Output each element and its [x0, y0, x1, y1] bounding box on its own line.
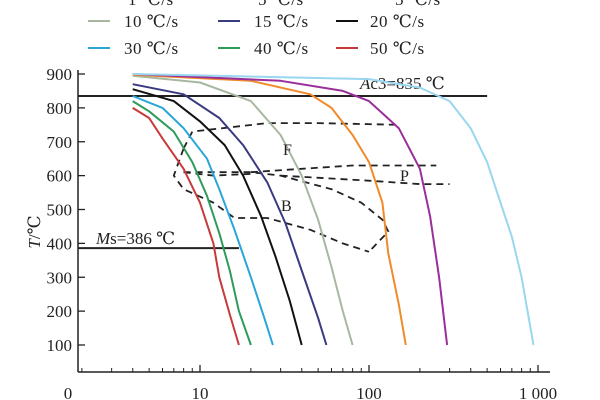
y-tick-label: 600 — [47, 167, 73, 186]
y-tick-label: 800 — [47, 99, 73, 118]
cooling-curve — [132, 107, 240, 346]
y-tick-label: 100 — [47, 336, 73, 355]
x-tick-label: 1 000 — [519, 384, 557, 400]
y-tick-label: 700 — [47, 133, 73, 152]
y-tick-label: 200 — [47, 302, 73, 321]
phase-boundaries — [172, 122, 450, 253]
y-tick-label: 400 — [47, 234, 73, 253]
cooling-curve — [132, 100, 252, 346]
legend-label-15: 15 ℃/s — [254, 12, 309, 31]
cooling-curve — [132, 95, 274, 346]
legend-top-1: 1 ℃/s — [128, 0, 174, 9]
phase-boundary — [172, 148, 370, 253]
phase-boundary — [280, 174, 450, 185]
legend-top-3: 5 ℃/s — [395, 0, 441, 9]
phase-boundary — [250, 164, 437, 174]
legend-label-30: 30 ℃/s — [124, 39, 179, 58]
cooling-curves — [132, 73, 535, 346]
y-axis-label: T/℃ — [25, 215, 44, 248]
legend-label-50: 50 ℃/s — [370, 39, 425, 58]
x-ticks: 0 10 100 1 000 — [64, 365, 557, 400]
zone-label-p: P — [400, 168, 409, 185]
legend-label-40: 40 ℃/s — [254, 39, 309, 58]
cooling-curve — [132, 74, 354, 346]
ac3-label: Ac3=835 ℃ — [359, 74, 445, 93]
cooling-curve — [132, 73, 535, 346]
x-tick-label: 100 — [356, 384, 382, 400]
legend: 10 ℃/s 15 ℃/s 20 ℃/s 30 ℃/s 40 ℃/s 50 ℃/… — [88, 12, 425, 58]
legend-top-partial: 1 ℃/s 5 ℃/s 5 ℃/s — [128, 0, 441, 9]
zone-label-b: B — [281, 198, 292, 215]
y-tick-label: 900 — [47, 65, 73, 84]
legend-label-10: 10 ℃/s — [124, 12, 179, 31]
cooling-curve — [132, 83, 328, 346]
cooling-curve — [132, 73, 449, 346]
axes: 900 800 700 600 500 400 300 200 100 0 10 100 1 000 — [47, 65, 558, 400]
x-tick-label: 10 — [192, 384, 209, 400]
cooling-curve — [132, 73, 407, 346]
y-tick-label: 500 — [47, 201, 73, 220]
legend-top-2: 5 ℃/s — [258, 0, 304, 9]
legend-label-20: 20 ℃/s — [370, 12, 425, 31]
cooling-curve — [132, 88, 303, 346]
ms-label: Ms=386 ℃ — [95, 229, 175, 248]
y-ticks: 900 800 700 600 500 400 300 200 100 — [47, 65, 85, 355]
x-tick-label: 0 — [64, 384, 73, 400]
y-tick-label: 300 — [47, 268, 73, 287]
zone-label-f: F — [283, 142, 292, 159]
